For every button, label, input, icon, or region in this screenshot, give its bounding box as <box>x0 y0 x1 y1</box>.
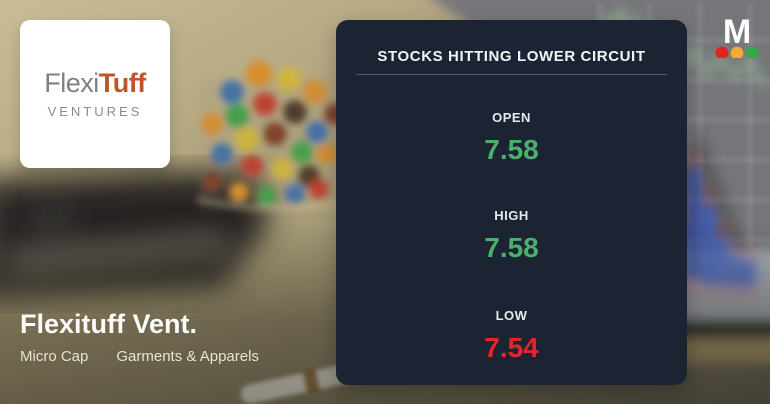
svg-text:M: M <box>723 18 751 51</box>
